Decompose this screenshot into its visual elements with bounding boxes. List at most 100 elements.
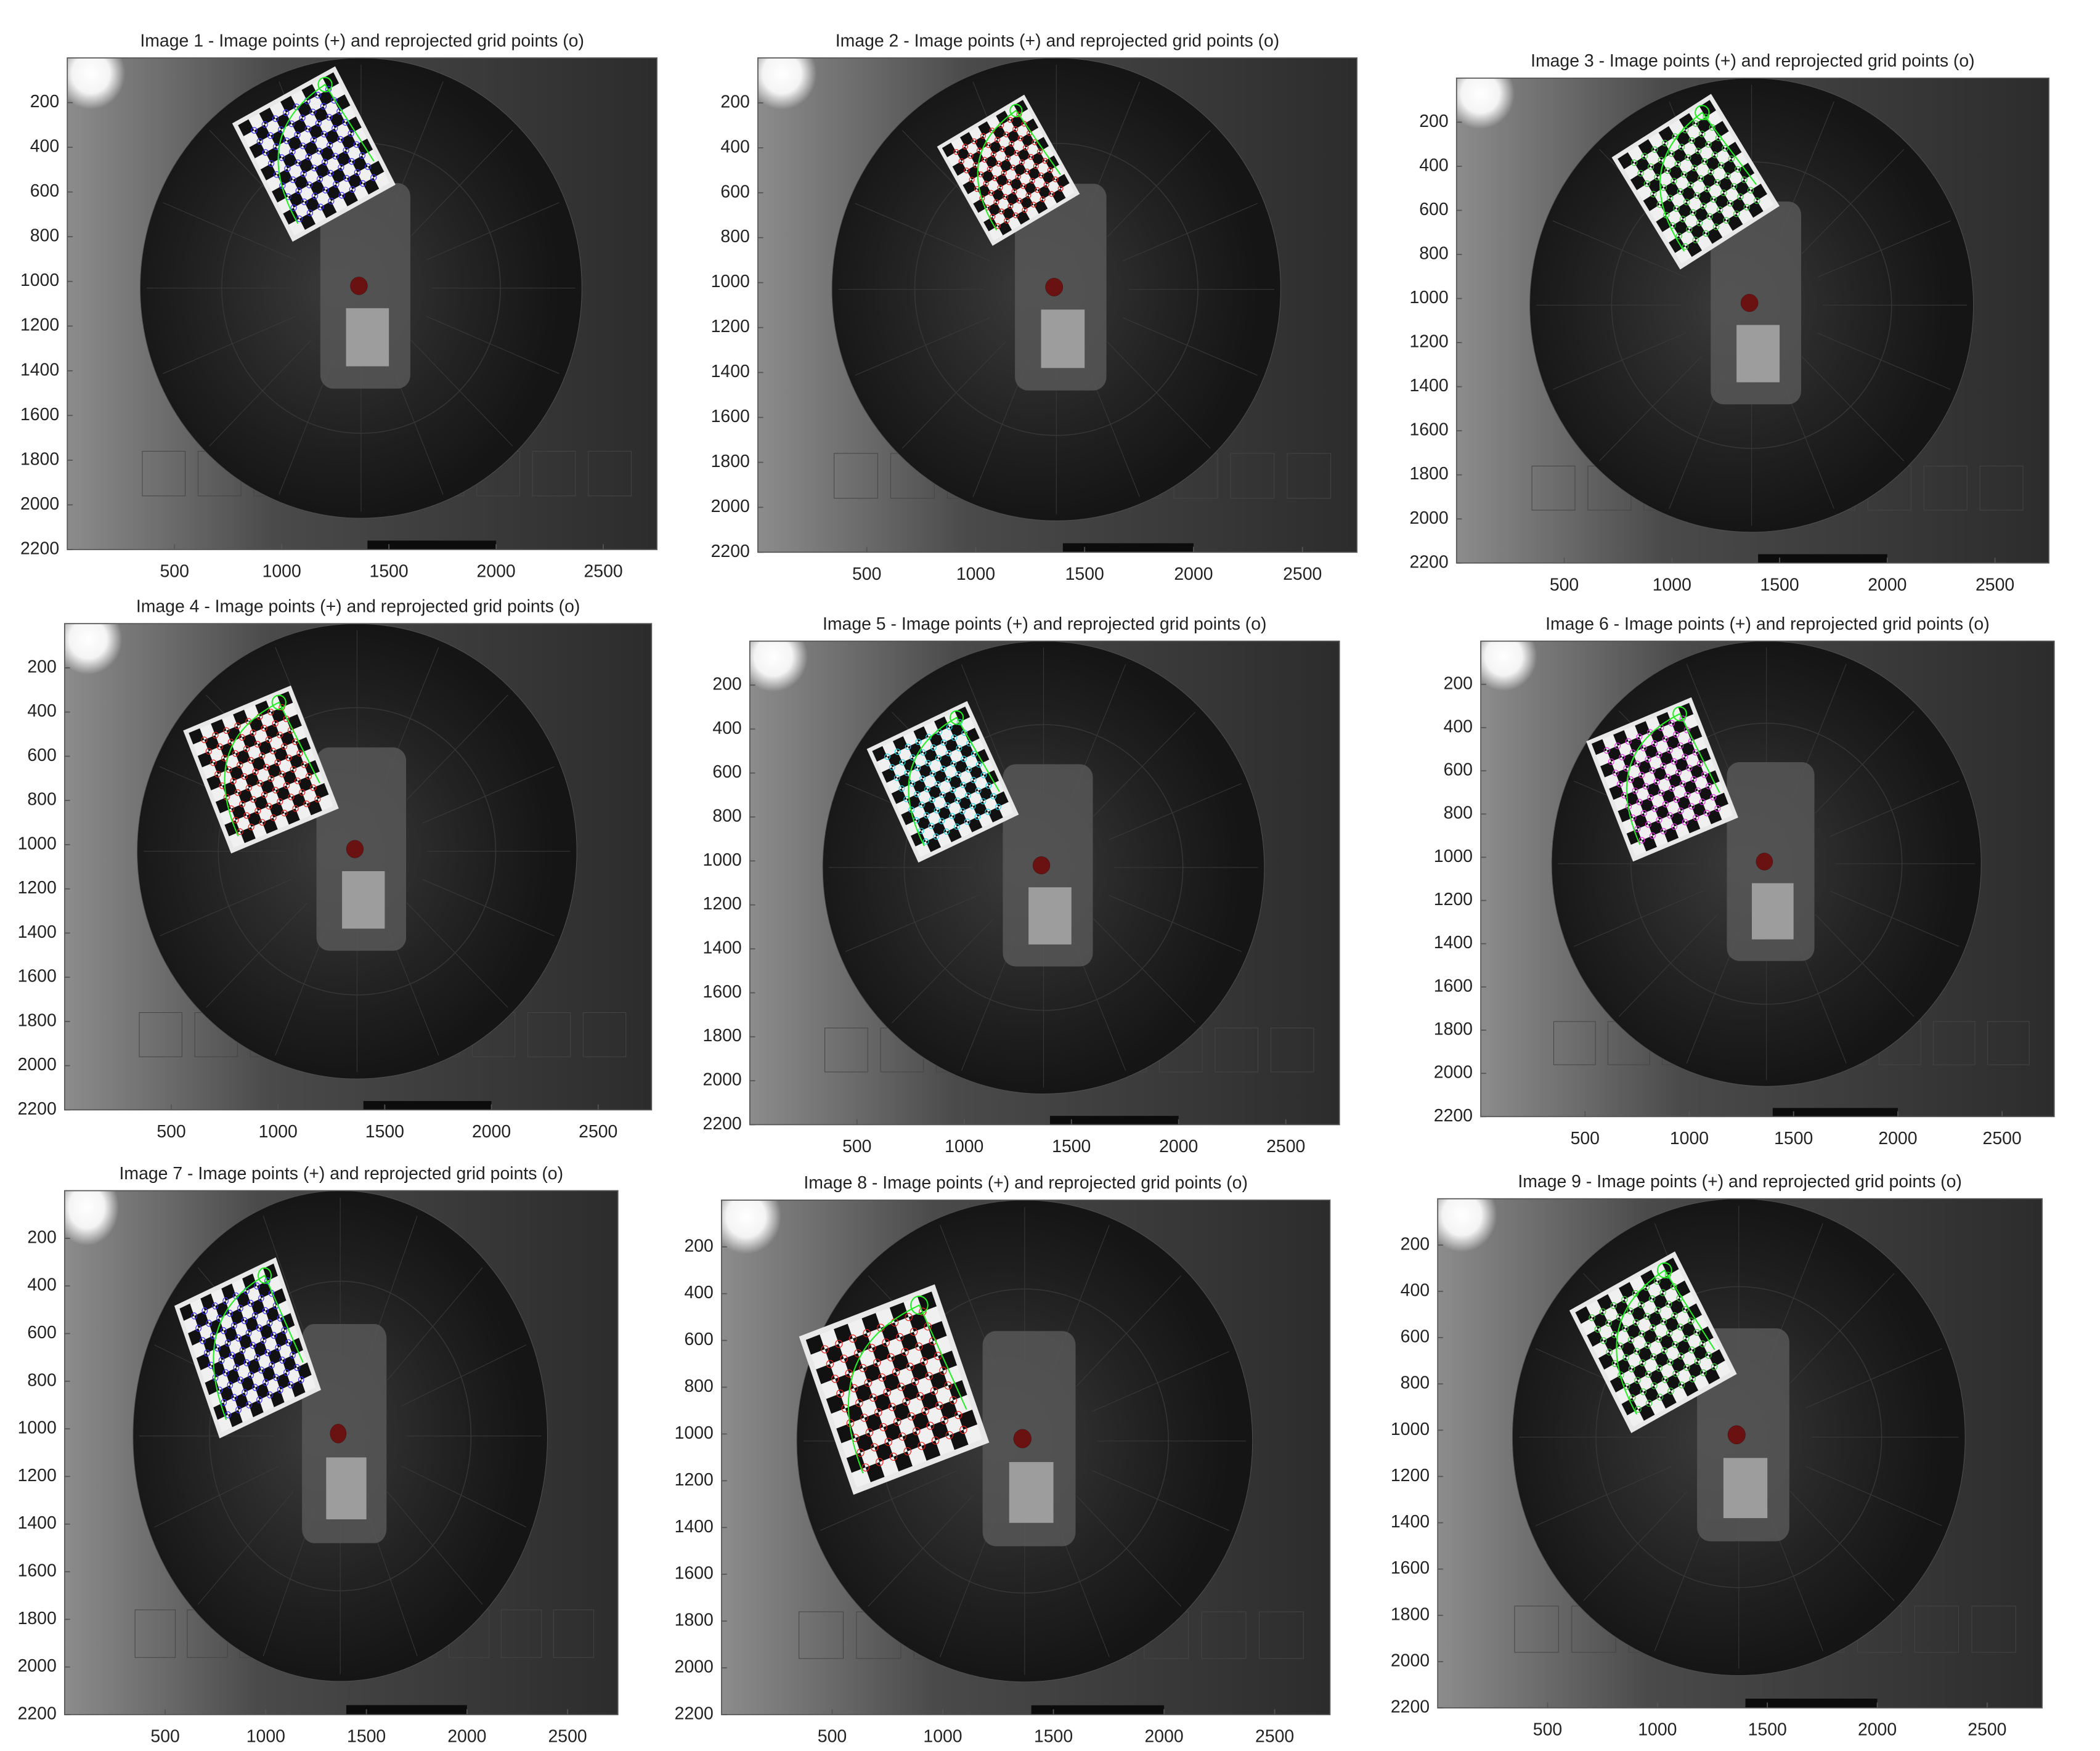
board-square bbox=[915, 1376, 934, 1397]
board-square bbox=[1592, 1311, 1609, 1330]
grid-point bbox=[264, 1349, 271, 1357]
board-square bbox=[1654, 739, 1670, 755]
board-square bbox=[1618, 741, 1633, 757]
grid-point bbox=[1688, 1346, 1696, 1354]
board-square bbox=[1643, 194, 1660, 211]
grid-point bbox=[293, 1363, 300, 1371]
board-square bbox=[1696, 189, 1714, 206]
grid-point bbox=[1694, 1357, 1702, 1365]
board-square bbox=[877, 757, 892, 773]
y-tick-label: 1800 bbox=[20, 449, 59, 469]
grid-point bbox=[1688, 137, 1696, 145]
grid-point bbox=[250, 1341, 256, 1349]
board-square bbox=[908, 742, 924, 758]
grid-point bbox=[1629, 1394, 1637, 1402]
board-square bbox=[1675, 1367, 1693, 1385]
board-square bbox=[1015, 123, 1030, 139]
board-square bbox=[1695, 233, 1712, 251]
grid-point bbox=[210, 759, 217, 766]
board-square bbox=[1658, 1304, 1675, 1322]
grid-point bbox=[226, 1309, 233, 1317]
board-square bbox=[205, 1306, 220, 1323]
grid-point bbox=[210, 1331, 216, 1339]
board-square bbox=[226, 726, 242, 742]
board-square bbox=[1692, 1373, 1709, 1391]
floor-tile bbox=[1259, 1612, 1303, 1659]
board-square bbox=[938, 727, 954, 743]
grid-point bbox=[1653, 778, 1660, 786]
grid-point bbox=[954, 771, 961, 778]
grid-point bbox=[906, 1362, 914, 1371]
board-square bbox=[1662, 225, 1679, 243]
board-square bbox=[958, 170, 972, 185]
board-square bbox=[956, 821, 972, 837]
grid-point bbox=[191, 1312, 198, 1320]
grid-point bbox=[1627, 776, 1634, 783]
x-tick-label: 2000 bbox=[1159, 1137, 1198, 1156]
board-square bbox=[1691, 134, 1709, 152]
grid-point bbox=[1003, 131, 1010, 138]
grid-point bbox=[1667, 1387, 1675, 1395]
board-square bbox=[291, 118, 308, 135]
board-square bbox=[1035, 137, 1049, 152]
board-square bbox=[242, 733, 258, 749]
board-square bbox=[271, 707, 287, 724]
grid-point bbox=[1636, 733, 1643, 741]
grid-point bbox=[251, 1312, 258, 1320]
board-square bbox=[293, 1350, 307, 1368]
floor-tile bbox=[553, 1610, 593, 1657]
grid-point bbox=[1673, 796, 1680, 803]
grid-point bbox=[1664, 166, 1672, 174]
grid-point bbox=[214, 1344, 221, 1352]
x-tick-label: 500 bbox=[1571, 1129, 1600, 1148]
x-tick-label: 2000 bbox=[477, 562, 516, 582]
axes-box bbox=[749, 640, 1340, 1126]
board-square bbox=[253, 1340, 268, 1358]
board-square bbox=[1625, 1322, 1642, 1340]
board-square bbox=[1697, 1355, 1714, 1373]
grid-point bbox=[919, 749, 926, 756]
grid-point bbox=[259, 819, 266, 826]
lens-spoke bbox=[1830, 891, 1959, 946]
board-square bbox=[1714, 1360, 1731, 1378]
board-square bbox=[1002, 144, 1017, 158]
board-square bbox=[977, 811, 993, 827]
lens-ring bbox=[904, 725, 1182, 1010]
board-square bbox=[1032, 175, 1047, 190]
board-square bbox=[1680, 1350, 1698, 1368]
grid-point bbox=[1634, 1376, 1642, 1384]
board-square bbox=[232, 1350, 247, 1368]
grid-point bbox=[1677, 1323, 1685, 1331]
board-square bbox=[269, 102, 287, 119]
board-square bbox=[1699, 216, 1716, 234]
grid-point bbox=[918, 801, 925, 808]
lens-spoke bbox=[1092, 1352, 1229, 1412]
board-square bbox=[254, 124, 271, 142]
grid-point bbox=[315, 119, 322, 127]
x-tick-label: 1500 bbox=[365, 1122, 404, 1142]
grid-point bbox=[949, 1396, 958, 1405]
board-square bbox=[284, 808, 300, 825]
board-square bbox=[254, 1310, 270, 1328]
grid-point bbox=[1695, 787, 1701, 794]
board-square bbox=[193, 739, 209, 756]
y-tick-label: 1400 bbox=[711, 362, 750, 381]
board-square bbox=[1679, 113, 1696, 131]
grid-point bbox=[946, 723, 953, 731]
grid-point bbox=[1047, 167, 1054, 174]
axis-arc bbox=[1628, 108, 1765, 251]
grid-point bbox=[1704, 140, 1712, 148]
grid-point bbox=[326, 141, 333, 149]
grid-point bbox=[1603, 747, 1610, 754]
grid-point bbox=[287, 726, 295, 734]
grid-point bbox=[1640, 810, 1647, 817]
lens-spoke bbox=[422, 879, 554, 936]
board-square bbox=[1656, 215, 1673, 232]
grid-point bbox=[905, 1312, 913, 1322]
board-square bbox=[282, 152, 298, 169]
board-square bbox=[237, 721, 253, 737]
board-square bbox=[229, 765, 245, 781]
grid-point bbox=[336, 136, 344, 144]
grid-point bbox=[237, 1304, 243, 1312]
grid-point bbox=[890, 1318, 899, 1327]
